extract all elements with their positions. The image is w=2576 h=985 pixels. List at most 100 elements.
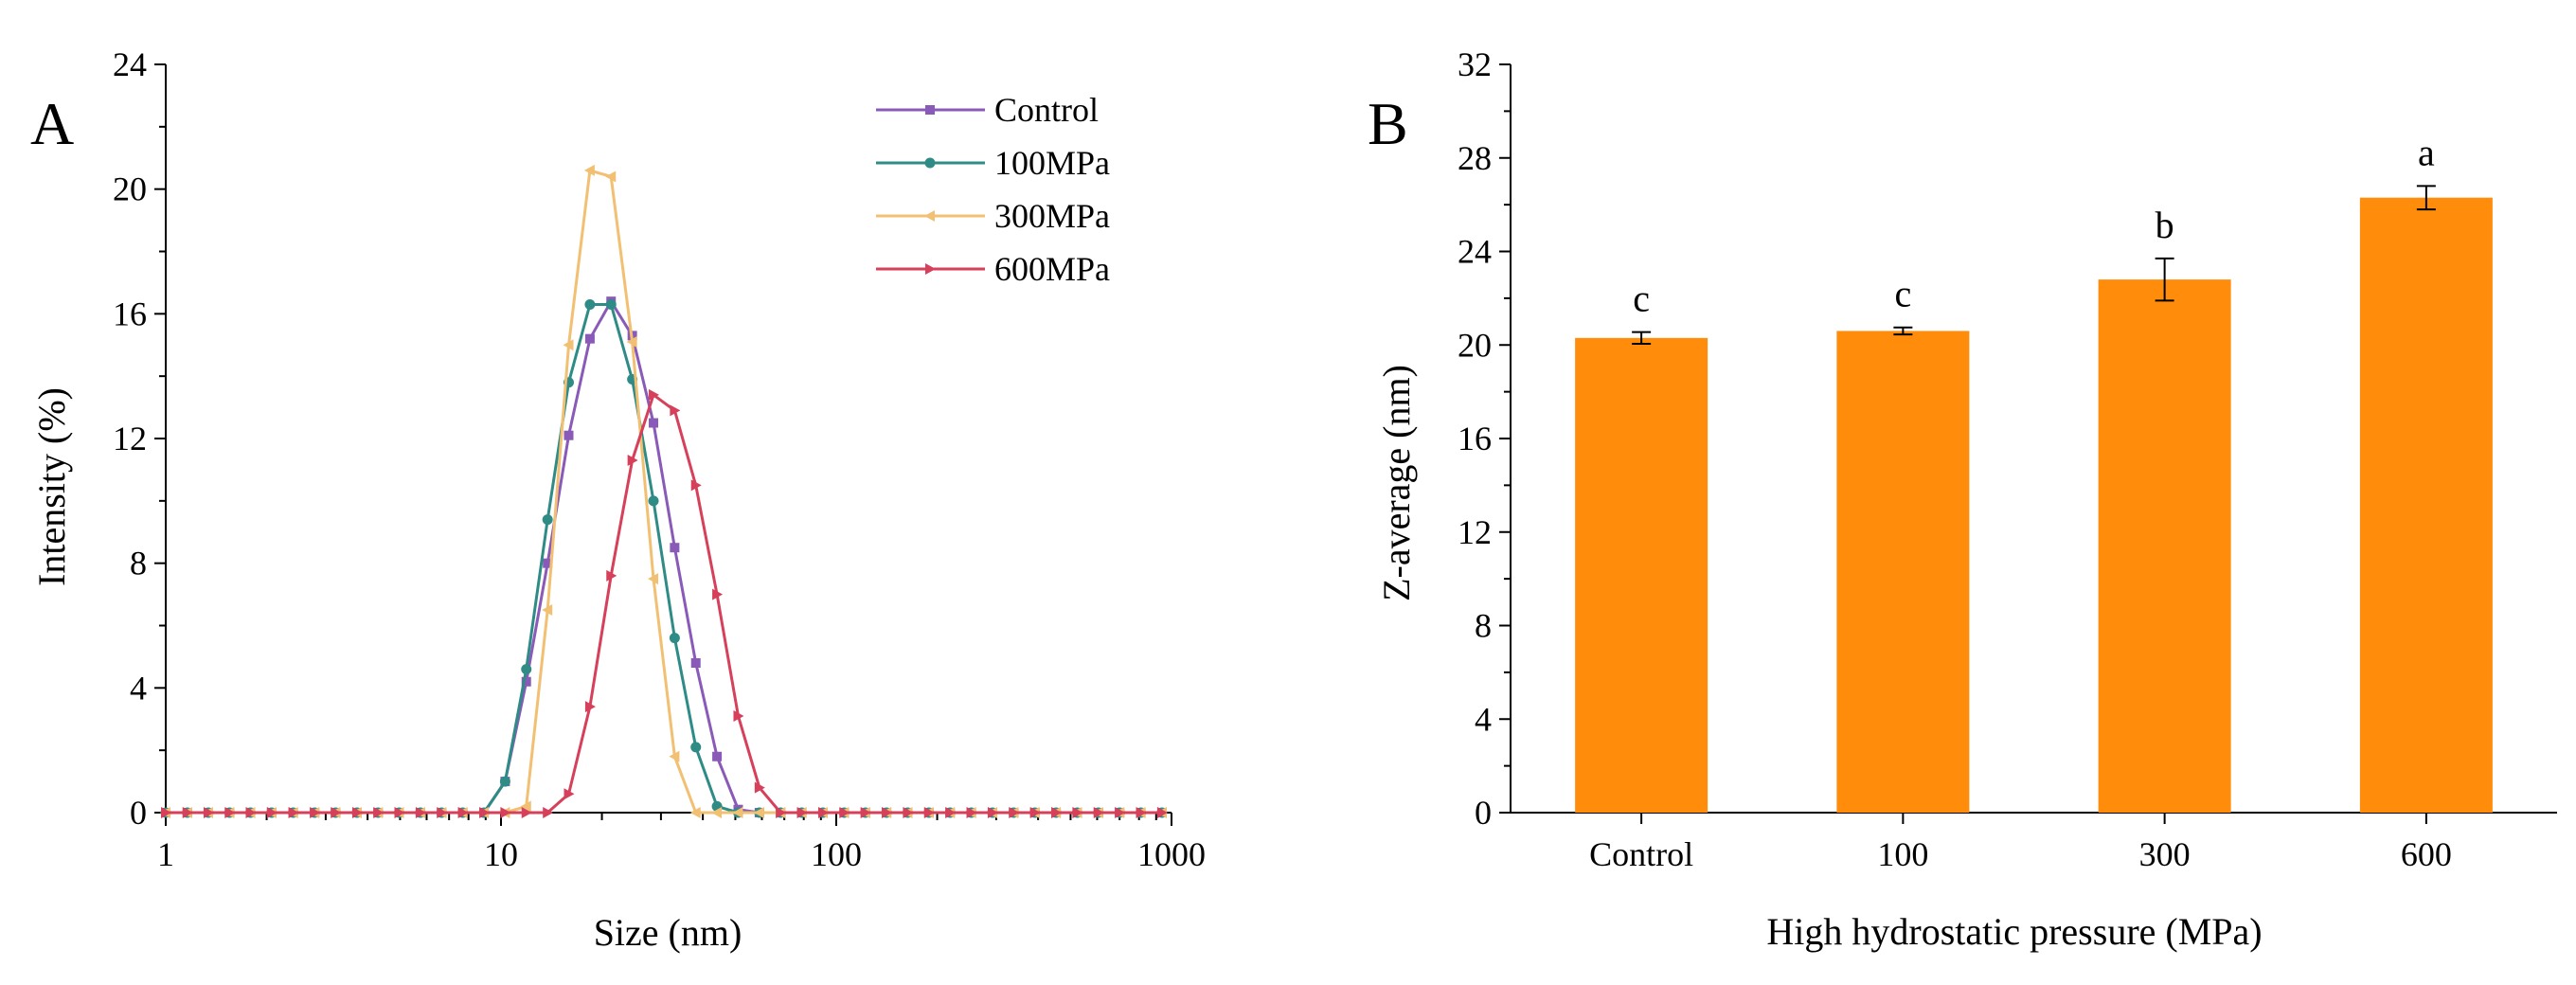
data-point [584, 298, 596, 310]
data-point [670, 543, 680, 553]
data-point [415, 807, 426, 818]
panel-b-y-tick-label: 32 [1458, 45, 1492, 83]
data-point [605, 170, 617, 183]
data-point [351, 807, 363, 818]
panel-a-x-tick-label: 100 [811, 835, 862, 873]
data-point [203, 807, 214, 818]
data-point [776, 807, 787, 818]
data-point [521, 807, 532, 818]
series-control [161, 296, 1167, 817]
panel-a-y-tick-label: 20 [113, 170, 147, 208]
panel-b-label: B [1368, 90, 1408, 157]
data-point [182, 807, 193, 818]
data-point [796, 807, 808, 818]
panel-b-y-tick-label: 12 [1458, 513, 1492, 551]
data-point [583, 164, 595, 176]
data-point [521, 664, 532, 675]
series-line-600mpa [166, 393, 1162, 815]
panel-b-y-tick-label: 16 [1458, 420, 1492, 457]
data-point [500, 807, 511, 818]
legend-label: 600MPa [994, 250, 1110, 288]
data-point [543, 807, 554, 818]
data-point [903, 807, 914, 818]
panel-a-y-tick-label: 0 [130, 794, 147, 832]
panel-a-y-tick-label: 8 [130, 545, 147, 582]
legend-marker [924, 157, 936, 169]
data-point [288, 807, 299, 818]
panel-b-y-tick-label: 8 [1475, 607, 1492, 645]
data-point [224, 807, 236, 818]
bar [1575, 337, 1708, 813]
data-point [310, 807, 321, 818]
panel-a-y-tick-label: 16 [113, 295, 147, 332]
data-point [606, 569, 617, 582]
data-point [584, 701, 596, 713]
data-point [161, 807, 171, 818]
significance-label: b [2156, 204, 2174, 246]
data-point [1051, 807, 1063, 818]
legend-item-100mpa: 100MPa [876, 144, 1110, 182]
data-point [499, 776, 510, 787]
panel-a-y-tick-label: 4 [130, 669, 147, 707]
panel-b-y-tick-label: 0 [1475, 794, 1492, 832]
data-point [753, 807, 764, 818]
data-point [1136, 807, 1147, 818]
data-point [689, 807, 701, 818]
data-point [648, 495, 659, 507]
data-point [1029, 807, 1041, 818]
data-point [690, 658, 701, 668]
data-point [690, 742, 702, 753]
series-100mpa [160, 298, 1168, 818]
data-point [266, 807, 277, 818]
panel-b-bars-group: c Control c 100 b 300 a 600 [1575, 131, 2493, 873]
significance-label: c [1633, 278, 1650, 320]
bar [1836, 331, 1970, 813]
panel-a-y-tick-label: 24 [113, 45, 147, 83]
data-point [457, 807, 469, 818]
data-point [923, 807, 935, 818]
panel-a-x-tick-label: 10 [484, 835, 518, 873]
data-point [542, 514, 553, 526]
data-point [648, 573, 659, 585]
legend-marker [925, 105, 935, 115]
data-point [711, 807, 723, 818]
legend-label: Control [994, 91, 1099, 129]
panel-b-x-axis-title: High hydrostatic pressure (MPa) [1766, 910, 2262, 953]
data-point [437, 807, 448, 818]
data-point [733, 709, 744, 722]
data-point [627, 455, 638, 467]
data-point [542, 604, 553, 617]
data-point [712, 588, 724, 600]
data-point [669, 633, 680, 644]
panel-b-y-axis-title: Z-average (nm) [1375, 365, 1418, 601]
data-point [520, 800, 531, 813]
panel-b-y-tick-label: 24 [1458, 233, 1492, 271]
data-point [373, 807, 385, 818]
data-point [712, 751, 723, 761]
panel-a-axes: 0 4 8 12 16 20 24 1 10 100 1000 [113, 45, 1206, 873]
panel-b-bar-chart: B 0 4 8 12 16 20 24 28 32 c Control c 100 b 300 a 600 H… [1368, 45, 2557, 953]
legend-label: 300MPa [994, 197, 1110, 235]
data-point [1115, 807, 1126, 818]
data-point [479, 807, 491, 818]
bar [2098, 279, 2231, 813]
panel-b-y-tick-label: 4 [1475, 700, 1492, 738]
bar-group-control: c Control [1575, 278, 1708, 873]
panel-a-label: A [30, 90, 74, 157]
data-point [1156, 807, 1168, 818]
legend-item-control: Control [876, 91, 1099, 129]
data-point [649, 418, 659, 428]
data-point [817, 807, 829, 818]
bar-group-600: a 600 [2359, 131, 2493, 873]
data-point [732, 807, 743, 818]
legend-item-600mpa: 600MPa [876, 250, 1110, 288]
data-point [945, 807, 957, 818]
data-point [670, 404, 681, 417]
data-point [543, 558, 553, 568]
panel-b-x-tick-label: 600 [2401, 835, 2452, 873]
data-point [394, 807, 405, 818]
bar [2359, 197, 2493, 813]
data-point [245, 807, 257, 818]
data-point [649, 388, 660, 401]
